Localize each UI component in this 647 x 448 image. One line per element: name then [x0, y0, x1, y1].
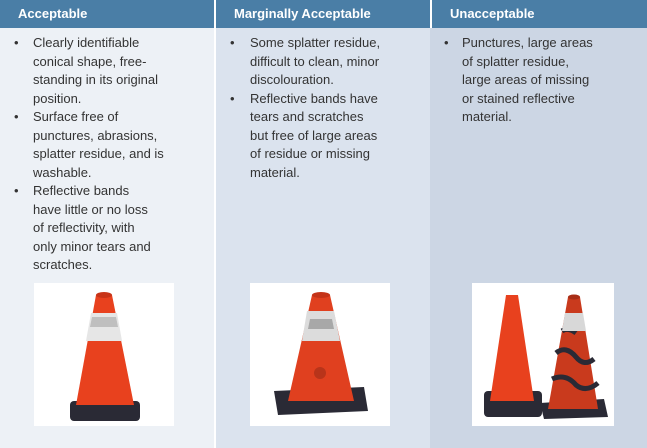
item-text: Reflective bands have little or no loss of… — [33, 183, 151, 272]
bullet-icon: • — [14, 35, 19, 50]
column-acceptable: Acceptable • Clearly identifiable conical … — [0, 0, 214, 448]
damaged-traffic-cones-icon — [484, 294, 608, 419]
column-header-marginally-acceptable: Marginally Acceptable — [216, 0, 430, 28]
item-text: Clearly identifiable conical shape, free-… — [33, 35, 159, 106]
item-text: Some splatter residue, difficult to clean… — [250, 35, 381, 87]
worn-traffic-cone-icon — [274, 292, 368, 415]
list-item: • Clearly identifiable conical shape, free… — [14, 34, 164, 108]
item-text: Surface free of punctures, abrasions, spla… — [33, 109, 164, 180]
item-text: Punctures, large areas of splatter residu… — [462, 35, 593, 124]
criteria-list-acceptable: • Clearly identifiable conical shape, free… — [14, 34, 164, 275]
list-item: • Reflective bands have little or no loss o… — [14, 182, 164, 275]
list-item: • Surface free of punctures, abrasions, spl… — [14, 108, 164, 182]
bullet-icon: • — [230, 90, 235, 106]
column-marginally-acceptable: Marginally Acceptable • Some splatter res… — [216, 0, 430, 448]
bullet-icon: • — [230, 35, 235, 50]
column-unacceptable: Unacceptable • Punctures, large areas of s… — [430, 0, 647, 448]
clean-cone-photo — [34, 283, 174, 426]
damaged-cones-photo — [472, 283, 614, 426]
worn-cone-photo — [250, 283, 390, 426]
column-header-acceptable: Acceptable — [0, 0, 214, 28]
list-item: • Some splatter residue, difficult to clea… — [230, 34, 380, 90]
bullet-icon: • — [444, 35, 449, 50]
column-header-unacceptable: Unacceptable — [430, 0, 647, 28]
bullet-icon: • — [14, 109, 19, 124]
criteria-list-unacceptable: • Punctures, large areas of splatter resid… — [444, 34, 593, 127]
item-text: Reflective bands have tears and scratches… — [250, 90, 378, 180]
bullet-icon: • — [14, 183, 19, 198]
clean-traffic-cone-icon — [70, 292, 140, 421]
criteria-list-marginally-acceptable: • Some splatter residue, difficult to clea… — [230, 34, 380, 182]
list-item: • Reflective bands have tears and scratche… — [230, 90, 380, 183]
list-item: • Punctures, large areas of splatter resid… — [444, 34, 593, 127]
